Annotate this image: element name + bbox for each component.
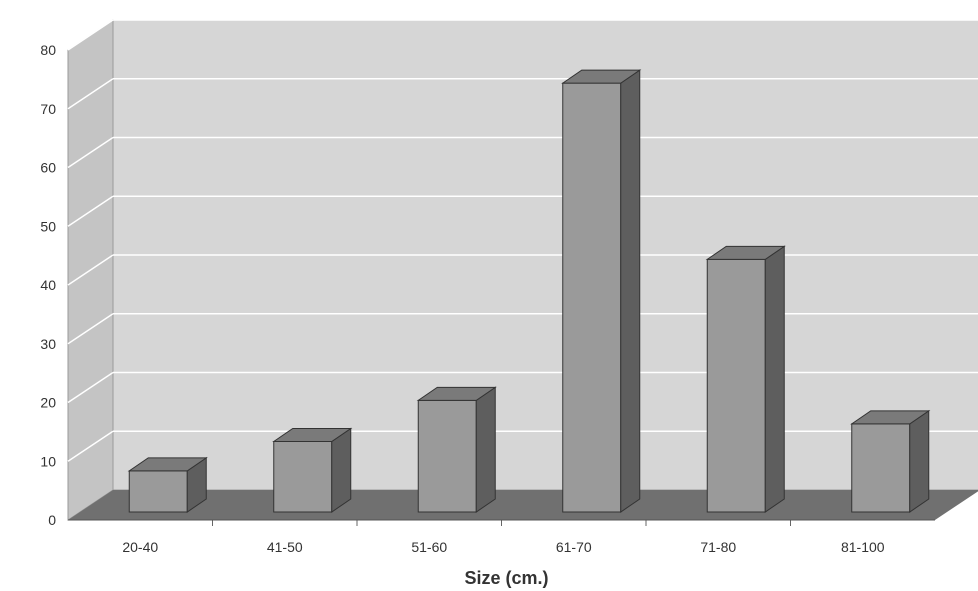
bar-top <box>850 410 931 425</box>
y-tick-label: 40 <box>40 277 56 293</box>
gridline-side <box>67 195 114 227</box>
bar-front <box>706 258 766 513</box>
gridline-side <box>67 254 114 286</box>
y-tick-label: 0 <box>48 512 56 528</box>
bar-front <box>851 423 911 513</box>
gridline-side <box>67 371 114 404</box>
bar-front <box>417 399 477 513</box>
gridline-side <box>67 19 114 51</box>
x-axis-ticks: 20-40 41-50 51-60 61-70 71-80 81-100 <box>68 519 935 555</box>
bar-front <box>273 441 333 513</box>
x-tick-label: 71-80 <box>700 539 736 555</box>
y-tick-label: 10 <box>40 453 56 469</box>
y-tick-label: 20 <box>40 395 56 411</box>
bars <box>127 69 931 513</box>
bar-top <box>561 69 642 84</box>
y-tick-label: 30 <box>40 336 56 352</box>
bar-side <box>331 427 352 513</box>
x-tick-label: 41-50 <box>267 539 303 555</box>
bar-side <box>620 69 641 513</box>
bar-front <box>128 470 188 513</box>
x-tick-label: 81-100 <box>841 539 885 555</box>
bar-top <box>272 428 353 442</box>
bar-81-100 <box>850 409 931 513</box>
bar-71-80 <box>705 245 786 513</box>
y-tick-label: 50 <box>40 218 56 234</box>
gridlines <box>67 19 978 462</box>
bar-61-70 <box>561 69 642 513</box>
gridline-side <box>67 136 114 169</box>
bar-side <box>909 409 930 513</box>
bar-top <box>705 245 786 260</box>
bar-side <box>764 245 785 513</box>
gridline-side <box>67 78 114 110</box>
x-axis-title: Size (cm.) <box>464 568 548 588</box>
x-tick-label: 20-40 <box>122 539 158 555</box>
gridline-side <box>67 313 114 345</box>
y-tick-label: 80 <box>40 42 56 58</box>
bar-side <box>475 386 496 513</box>
y-tick-label: 70 <box>40 101 56 117</box>
bar-top <box>416 386 497 401</box>
bar-41-50 <box>272 427 353 513</box>
x-tick-label: 51-60 <box>411 539 447 555</box>
bar-51-60 <box>416 386 497 513</box>
bar-front <box>562 82 622 513</box>
x-tick-label: 61-70 <box>556 539 592 555</box>
bar-top <box>127 457 208 472</box>
gridline-side <box>67 430 114 462</box>
y-tick-label: 60 <box>40 160 56 176</box>
bar-20-40 <box>127 456 208 513</box>
y-axis-ticks: 0 10 20 30 40 50 60 70 80 <box>40 42 56 528</box>
